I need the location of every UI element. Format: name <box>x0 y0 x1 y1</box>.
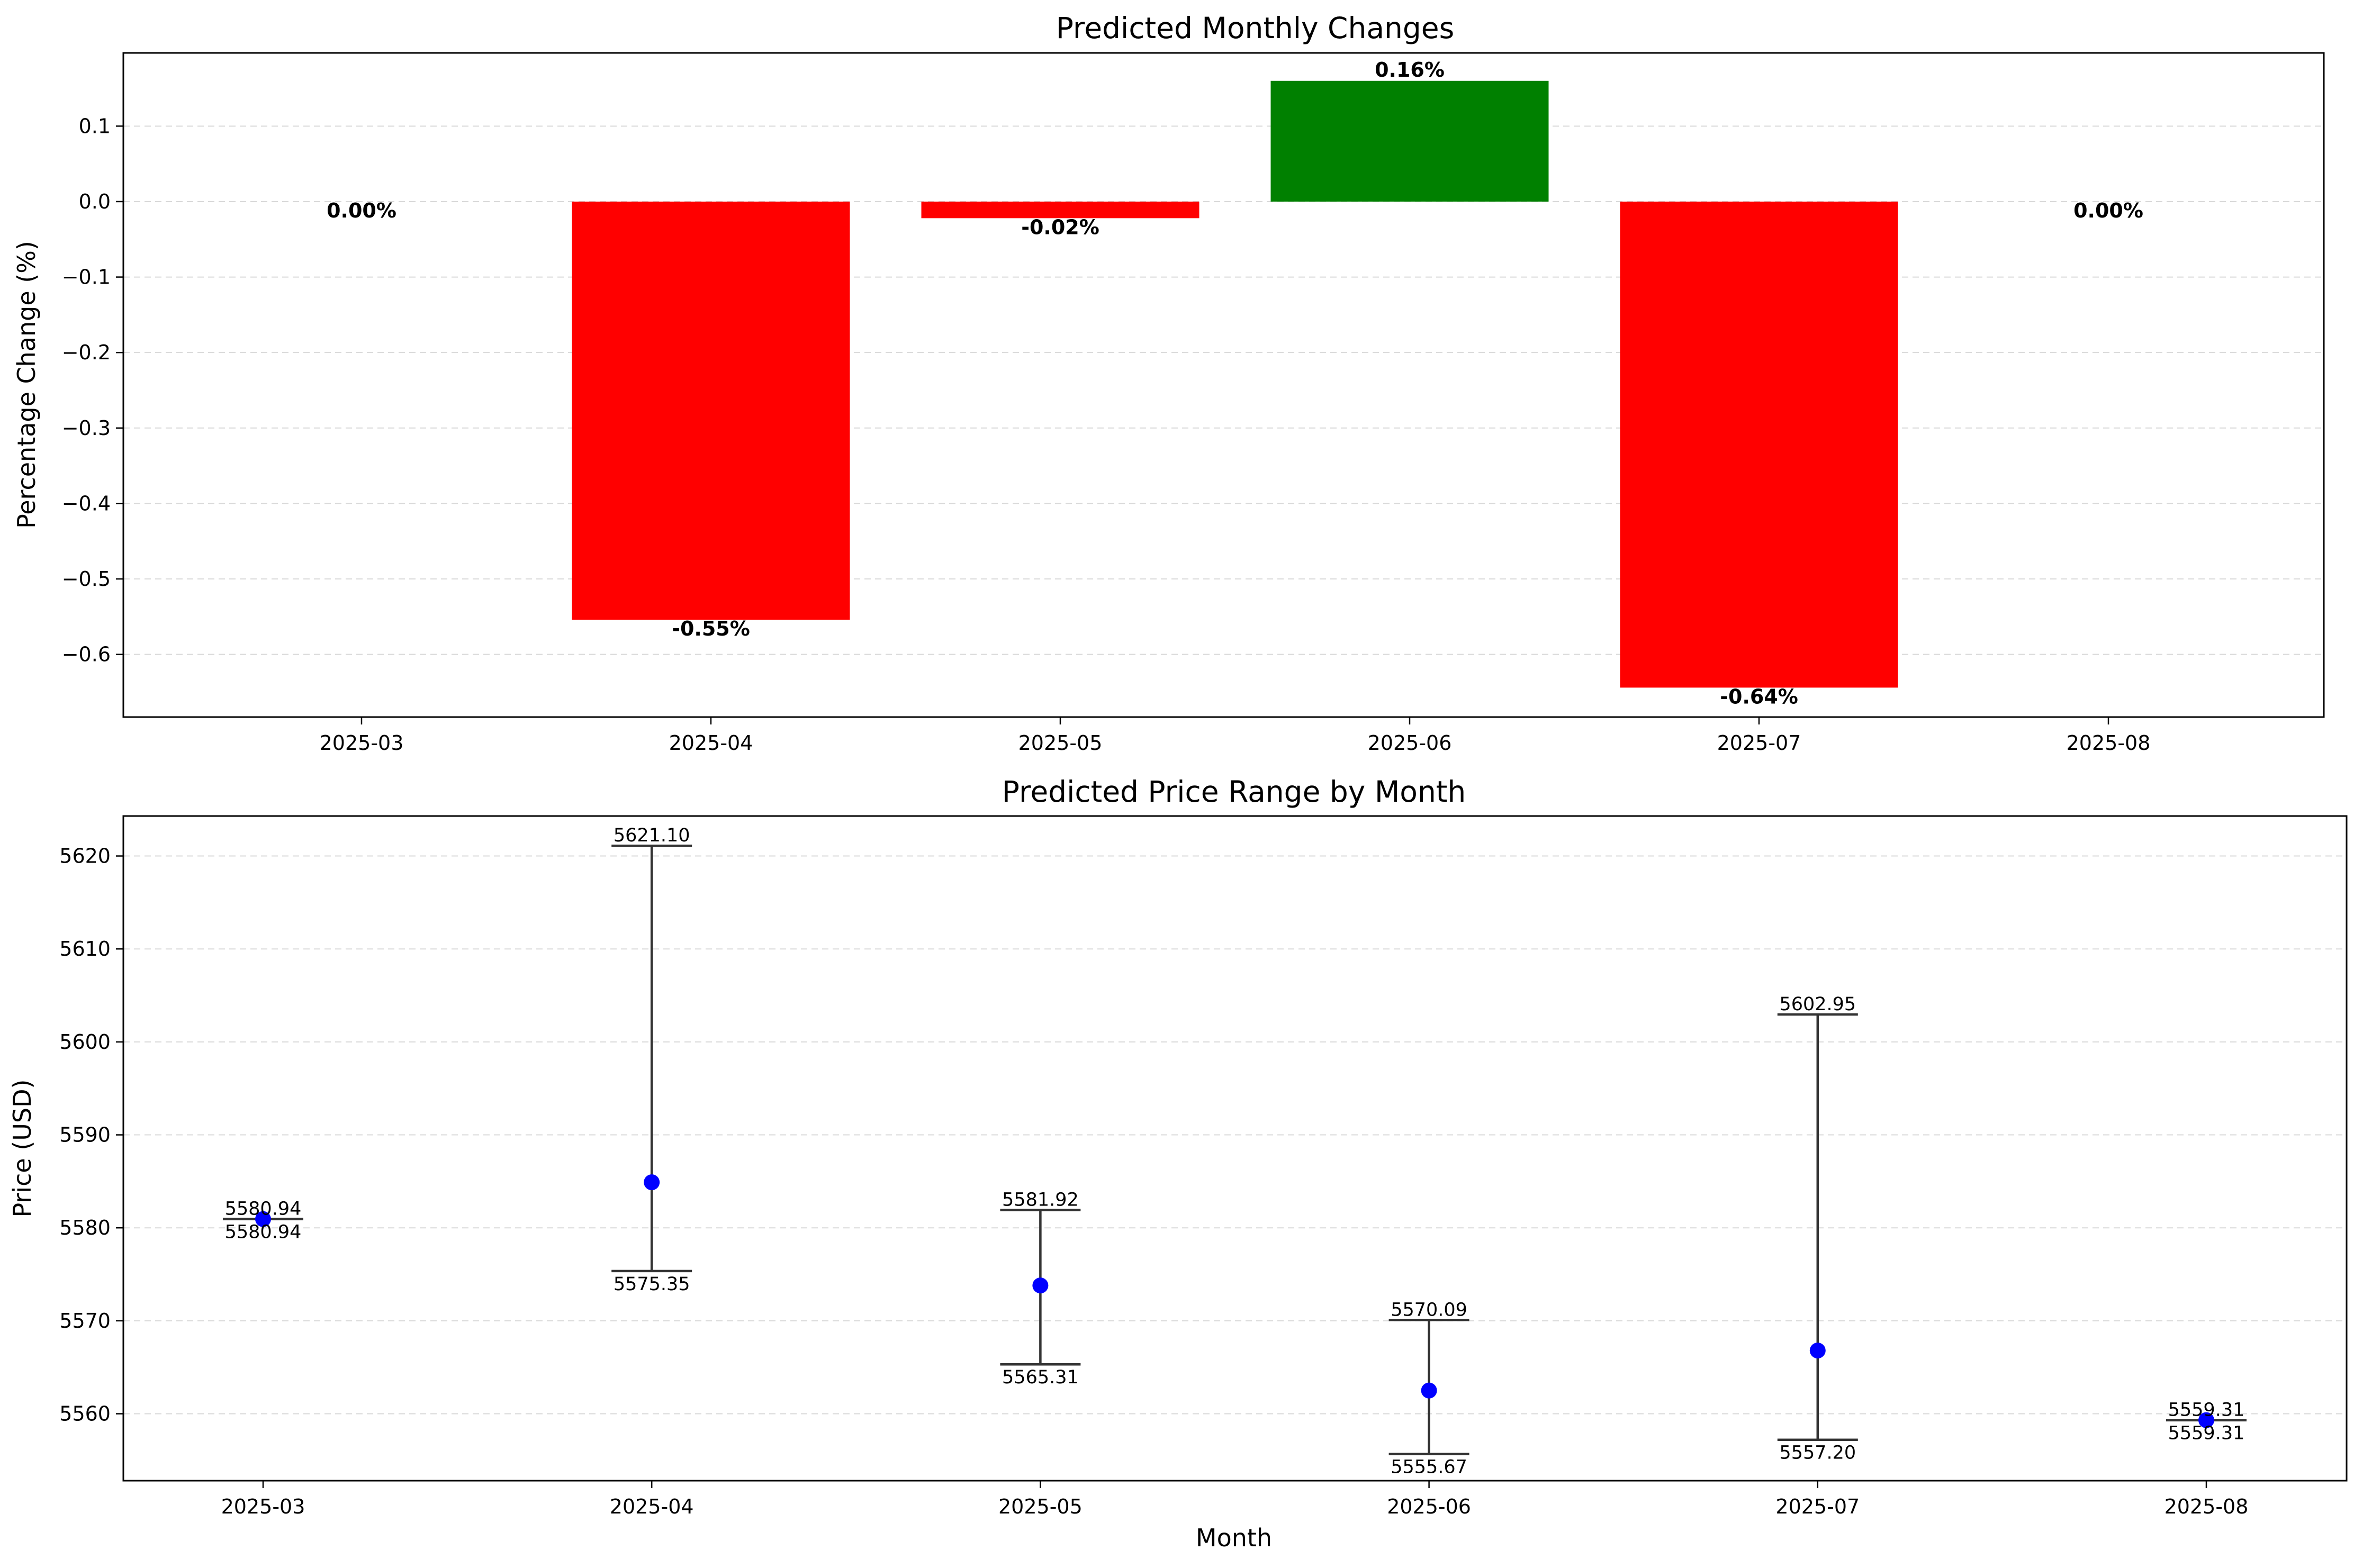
bar <box>572 201 850 620</box>
x-tick-label: 2025-04 <box>669 731 753 755</box>
x-axis-ticks: 2025-03 2025-04 2025-05 2025-06 2025-07 2025-… <box>221 1481 2249 1518</box>
gridlines <box>123 855 2347 1415</box>
y-tick-label: 5570 <box>59 1309 111 1333</box>
bar-value-label: 0.16% <box>1375 58 1445 81</box>
y-axis-label: Price (USD) <box>8 1079 37 1217</box>
y-axis-label: Percentage Change (%) <box>12 241 41 529</box>
chart-title: Predicted Price Range by Month <box>1002 775 1466 809</box>
low-value-label: 5575.35 <box>614 1274 690 1295</box>
plot-frame <box>122 815 2348 1482</box>
bar-value-label: -0.55% <box>672 617 750 640</box>
bars <box>572 80 1898 688</box>
y-tick-label: 5580 <box>59 1216 111 1239</box>
x-tick-label: 2025-04 <box>610 1495 694 1518</box>
x-tick-label: 2025-07 <box>1717 731 1801 755</box>
predicted-point <box>1809 1343 1826 1359</box>
low-value-label: 5557.20 <box>1779 1443 1856 1464</box>
x-tick-label: 2025-05 <box>998 1495 1083 1518</box>
y-tick-label: −0.1 <box>62 266 111 289</box>
predicted-point <box>255 1211 271 1227</box>
chart-title: Predicted Monthly Changes <box>1056 11 1455 45</box>
x-tick-label: 2025-06 <box>1368 731 1452 755</box>
high-value-label: 5570.09 <box>1391 1299 1467 1320</box>
x-tick-label: 2025-06 <box>1387 1495 1471 1518</box>
predicted-point <box>1032 1277 1049 1294</box>
price-range-chart: Predicted Price Range by Month 5580.9455… <box>8 775 2348 1552</box>
y-tick-label: 5620 <box>59 845 111 868</box>
predicted-point <box>644 1174 660 1191</box>
bar <box>921 201 1199 219</box>
bar-value-label: 0.00% <box>327 199 396 222</box>
low-value-label: 5555.67 <box>1391 1457 1467 1478</box>
y-tick-label: −0.4 <box>62 492 111 515</box>
low-value-label: 5580.94 <box>225 1222 302 1243</box>
bar-value-labels: 0.00% -0.55% -0.02% 0.16% -0.64% 0.00% <box>327 58 2143 709</box>
x-axis-label: Month <box>1196 1524 1272 1552</box>
bar-value-label: -0.02% <box>1021 215 1099 239</box>
bar-value-label: 0.00% <box>2073 199 2143 222</box>
high-value-label: 5559.31 <box>2168 1400 2245 1421</box>
predicted-point <box>1421 1382 1437 1399</box>
y-tick-label: 5590 <box>59 1123 111 1147</box>
predicted-point <box>2198 1412 2214 1428</box>
high-value-label: 5581.92 <box>1002 1189 1079 1210</box>
low-value-label: 5565.31 <box>1002 1367 1079 1388</box>
bar-value-label: -0.64% <box>1720 685 1798 708</box>
y-tick-label: 5560 <box>59 1402 111 1426</box>
y-tick-label: 5610 <box>59 937 111 960</box>
high-value-label: 5602.95 <box>1779 994 1856 1015</box>
gridlines <box>123 125 2324 655</box>
y-tick-label: −0.5 <box>62 567 111 591</box>
y-tick-label: −0.2 <box>62 341 111 364</box>
y-tick-label: 0.1 <box>79 114 111 138</box>
y-tick-label: 5600 <box>59 1030 111 1054</box>
monthly-changes-chart: Predicted Monthly Changes 0.00% -0.55% -0.… <box>12 11 2325 755</box>
x-tick-label: 2025-03 <box>221 1495 305 1518</box>
x-tick-label: 2025-08 <box>2067 731 2151 755</box>
bar <box>1620 201 1898 688</box>
high-value-label: 5580.94 <box>225 1199 302 1220</box>
price-ranges <box>223 844 2247 1455</box>
plot-frame <box>122 52 2325 718</box>
y-tick-label: 0.0 <box>79 190 111 213</box>
y-axis-ticks: 0.1 0.0 −0.1 −0.2 −0.3 −0.4 −0.5 −0.6 <box>62 114 123 666</box>
y-axis-ticks: 5560 5570 5580 5590 5600 5610 5620 <box>59 845 123 1426</box>
x-axis-ticks: 2025-03 2025-04 2025-05 2025-06 2025-07 2025-… <box>320 717 2151 755</box>
y-tick-label: −0.3 <box>62 416 111 440</box>
bar <box>1270 80 1549 202</box>
x-tick-label: 2025-07 <box>1775 1495 1860 1518</box>
x-tick-label: 2025-08 <box>2164 1495 2249 1518</box>
y-tick-label: −0.6 <box>62 643 111 666</box>
high-value-label: 5621.10 <box>614 825 690 846</box>
low-value-label: 5559.31 <box>2168 1423 2245 1444</box>
x-tick-label: 2025-03 <box>320 731 404 755</box>
x-tick-label: 2025-05 <box>1018 731 1103 755</box>
